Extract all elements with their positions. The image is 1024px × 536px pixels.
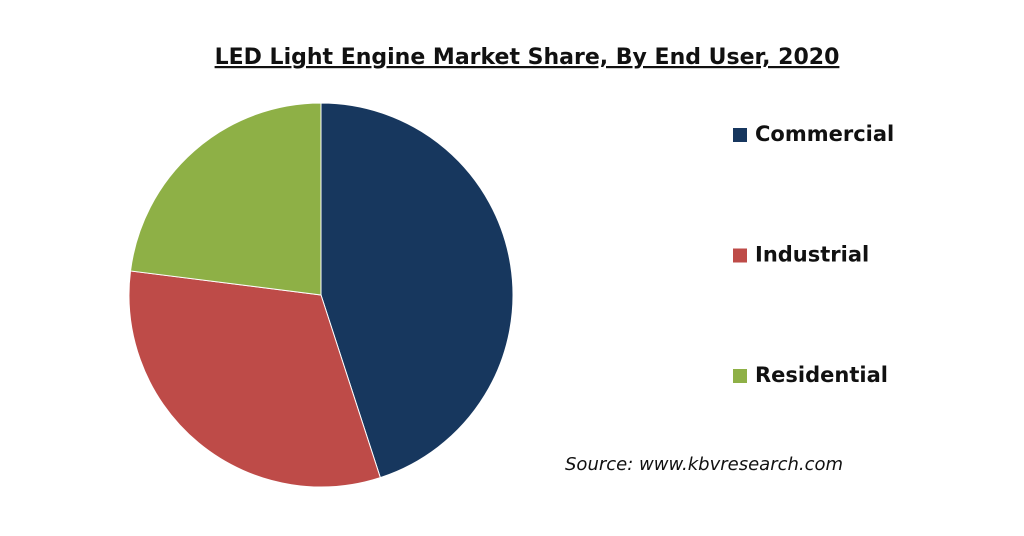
legend-swatch [733, 128, 747, 142]
source-note: Source: www.kbvresearch.com [565, 454, 843, 475]
legend-label: Residential [755, 363, 888, 387]
legend-swatch [733, 369, 747, 383]
legend-label: Commercial [755, 122, 894, 146]
pie-slice [129, 102, 322, 296]
chart-title: LED Light Engine Market Share, By End Us… [215, 45, 840, 70]
legend-label: Industrial [755, 243, 869, 267]
legend-swatch [733, 248, 747, 263]
pie-slice [320, 102, 514, 479]
pie-slice [128, 270, 381, 488]
